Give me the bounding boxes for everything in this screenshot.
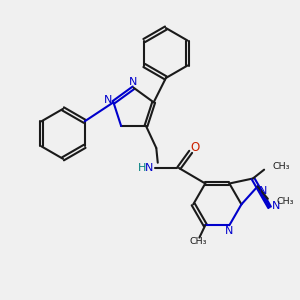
Text: CH₃: CH₃ xyxy=(272,162,290,171)
Text: N: N xyxy=(129,77,138,87)
Text: N: N xyxy=(272,201,280,211)
Text: CH₃: CH₃ xyxy=(276,197,294,206)
Text: N: N xyxy=(259,186,268,196)
Text: O: O xyxy=(190,141,200,154)
Text: CH₃: CH₃ xyxy=(189,238,207,247)
Text: N: N xyxy=(145,163,154,173)
Text: H: H xyxy=(137,163,146,173)
Text: N: N xyxy=(225,226,234,236)
Text: N: N xyxy=(104,95,112,105)
